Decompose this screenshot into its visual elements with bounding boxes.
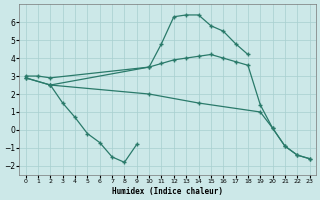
X-axis label: Humidex (Indice chaleur): Humidex (Indice chaleur) — [112, 187, 223, 196]
